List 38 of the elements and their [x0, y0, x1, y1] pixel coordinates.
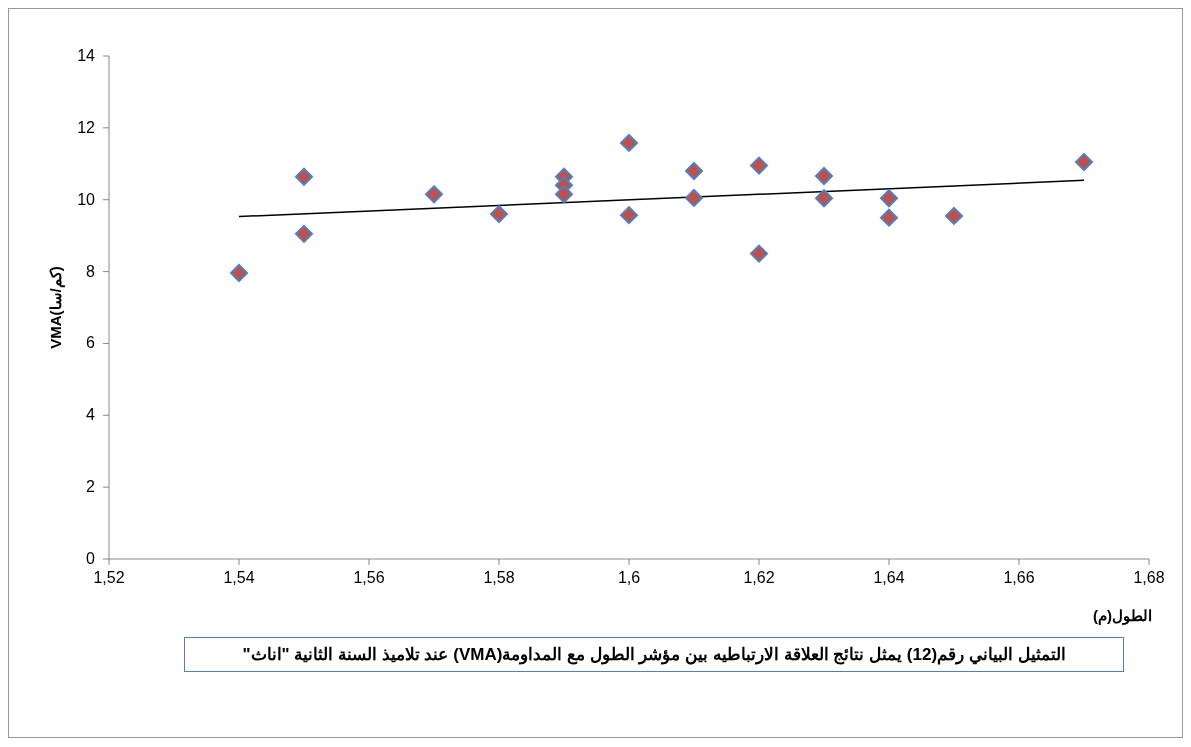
point	[945, 206, 963, 225]
y-tick-label: 6	[86, 334, 96, 352]
point	[620, 206, 638, 225]
y-tick-label: 12	[77, 118, 96, 136]
x-tick-label: 1,56	[353, 569, 385, 586]
point	[295, 224, 313, 243]
point	[880, 189, 898, 208]
point	[685, 161, 703, 180]
y-tick-label: 2	[86, 478, 96, 496]
point	[815, 189, 833, 208]
x-tick-label: 1,64	[873, 569, 905, 586]
x-tick-label: 1,62	[743, 569, 775, 586]
point	[750, 244, 768, 263]
point	[295, 167, 313, 186]
x-tick-label: 1,68	[1133, 569, 1165, 586]
x-tick-label: 1,6	[617, 569, 641, 586]
x-tick-label: 1,52	[93, 569, 125, 586]
x-tick-label: 1,54	[223, 569, 255, 586]
y-tick-label: 8	[86, 262, 96, 280]
point	[490, 205, 508, 224]
x-tick-label: 1,66	[1003, 569, 1035, 586]
x-axis-title: الطول(م)	[1093, 607, 1152, 625]
y-tick-label: 0	[86, 550, 96, 567]
text: التمثيل البياني رقم(12) يمثل نتائج العلاقة الارتباطيه بين مؤشر الطول مع المداومة(VMA) عند تلاميذ السنة الثانية "اناث"	[184, 637, 1124, 672]
point	[230, 264, 248, 283]
point	[425, 185, 443, 204]
point	[685, 188, 703, 207]
y-tick-label: 4	[86, 406, 96, 424]
point	[1075, 152, 1093, 171]
point	[555, 185, 573, 204]
point	[620, 133, 638, 152]
y-tick-label: 10	[77, 190, 96, 208]
x-tick-label: 1,58	[483, 569, 515, 586]
point	[815, 167, 833, 185]
y-tick-label: 14	[77, 47, 96, 64]
point	[880, 208, 898, 227]
y-axis-title: VMA(كم/سا)	[47, 266, 65, 349]
point	[750, 156, 768, 175]
